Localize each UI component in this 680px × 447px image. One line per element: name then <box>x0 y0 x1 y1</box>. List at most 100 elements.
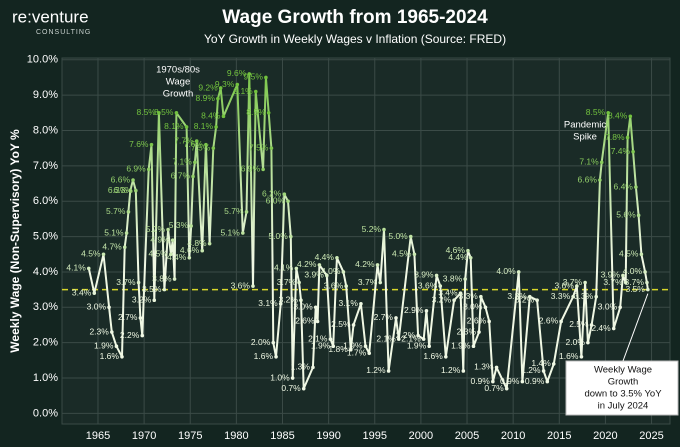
data-point <box>124 231 129 235</box>
annotation-text: Growth <box>608 377 639 388</box>
data-label: 2.0% <box>566 337 586 347</box>
data-point <box>204 142 208 147</box>
data-label: 6.3% <box>113 185 133 195</box>
y-tick-label: 7.0% <box>33 160 58 172</box>
data-label: 1.4% <box>531 358 551 368</box>
data-label: 8.1% <box>164 121 184 131</box>
data-label: 1.6% <box>100 351 120 361</box>
data-label: 1.3% <box>474 362 494 372</box>
data-point <box>471 344 476 349</box>
data-point <box>128 188 133 193</box>
data-label: 8.5% <box>246 107 266 117</box>
data-label: 9.2% <box>198 82 218 92</box>
data-point <box>241 231 245 235</box>
data-point <box>396 337 401 341</box>
x-tick-label: 2000 <box>409 430 433 442</box>
data-point <box>504 386 509 391</box>
data-label: 2.6% <box>539 316 559 326</box>
data-label: 3.3% <box>551 291 571 301</box>
annotation-text: down to 3.5% YoY <box>584 389 662 400</box>
data-label: 3.4% <box>72 287 92 297</box>
x-tick-label: 2015 <box>547 430 571 442</box>
data-point <box>625 135 630 140</box>
data-label: 0.9% <box>525 376 545 386</box>
data-point <box>527 294 532 299</box>
data-label: 7.6% <box>184 139 204 149</box>
data-point <box>479 294 483 299</box>
x-tick-label: 1970 <box>132 430 156 442</box>
data-label: 1.9% <box>343 340 363 350</box>
data-label: 0.9% <box>470 376 490 386</box>
data-label: 2.1% <box>401 333 421 343</box>
data-point <box>211 146 216 150</box>
data-point <box>575 284 579 288</box>
data-point <box>375 263 380 267</box>
data-label: 6.6% <box>111 174 131 184</box>
data-label: 1.0% <box>270 372 290 382</box>
data-point <box>579 355 584 359</box>
data-label: 3.0% <box>293 302 313 312</box>
data-label: 4.0% <box>623 266 643 276</box>
data-point <box>317 263 322 267</box>
data-point <box>646 287 650 292</box>
data-label: 3.0% <box>598 302 618 312</box>
data-point <box>221 114 226 119</box>
data-point <box>424 309 429 313</box>
data-point <box>331 344 336 349</box>
data-point <box>282 192 287 196</box>
data-point <box>218 86 223 90</box>
data-point <box>611 326 616 331</box>
data-label: 5.1% <box>220 227 240 237</box>
data-point <box>191 174 195 179</box>
data-point <box>348 347 353 352</box>
data-label: 5.7% <box>106 206 126 216</box>
data-label: 3.5% <box>625 284 645 294</box>
data-point <box>363 344 368 349</box>
data-point <box>251 284 255 288</box>
data-label: 3.2% <box>515 294 535 304</box>
data-label: 3.7% <box>116 277 136 287</box>
data-point <box>623 280 628 285</box>
data-point <box>636 213 641 218</box>
data-label: 3.4% <box>438 287 458 297</box>
data-point <box>247 72 252 76</box>
data-point <box>152 298 157 303</box>
data-label: 5.6% <box>616 210 636 220</box>
data-point <box>351 323 356 327</box>
data-point <box>261 167 265 172</box>
y-tick-label: 0.0% <box>33 407 58 419</box>
data-point <box>170 238 175 242</box>
data-point <box>491 379 495 384</box>
chart-subtitle: YoY Growth in Weekly Wages v Inflation (… <box>204 32 506 46</box>
data-point <box>594 294 598 299</box>
data-point <box>271 340 276 345</box>
y-tick-label: 4.0% <box>33 266 58 278</box>
data-point <box>86 266 91 271</box>
data-point <box>344 284 348 288</box>
data-label: 4.9% <box>150 234 170 244</box>
data-label: 2.2% <box>120 330 140 340</box>
data-point <box>114 344 119 349</box>
y-tick-label: 6.0% <box>33 195 58 207</box>
data-point <box>494 365 499 370</box>
data-label: 6.9% <box>241 164 261 174</box>
data-label: 5.2% <box>362 224 382 234</box>
data-point <box>412 252 417 257</box>
data-label: 5.1% <box>104 227 124 237</box>
data-point <box>286 199 290 204</box>
data-label: 6.3% <box>108 185 128 195</box>
data-point <box>126 210 131 214</box>
data-point <box>289 234 293 239</box>
data-point <box>541 369 546 373</box>
data-label: 6.6% <box>578 174 598 184</box>
data-point <box>520 379 525 384</box>
data-label: 1.2% <box>521 365 541 375</box>
data-point <box>477 330 481 334</box>
data-point <box>157 111 161 115</box>
data-label: 4.8% <box>187 238 207 248</box>
chart-title: Wage Growth from 1965-2024 <box>222 7 488 28</box>
data-point <box>324 273 329 278</box>
data-label: 3.7% <box>603 277 623 287</box>
data-label: 1.8% <box>328 344 348 354</box>
data-point <box>341 270 346 274</box>
